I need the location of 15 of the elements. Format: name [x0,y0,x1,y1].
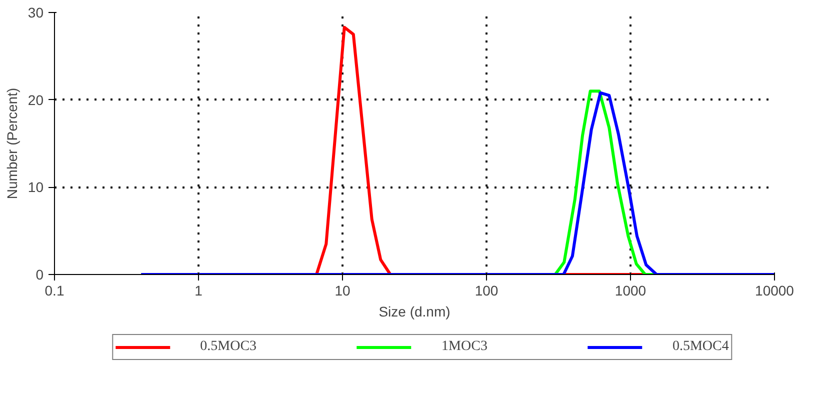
x-axis-title: Size (d.nm) [378,304,450,320]
legend-label: 1MOC3 [442,339,488,355]
legend-label: 0.5MOC4 [672,339,729,355]
x-tick-label: 1000 [614,282,646,298]
legend-label: 0.5MOC3 [200,339,257,355]
y-tick-label: 10 [28,179,44,196]
x-tick-label: 1 [194,282,203,298]
x-tick-label: 10000 [755,282,794,298]
y-tick-label: 30 [28,4,44,20]
x-tick-label: 10 [334,282,350,298]
x-tick-label: 0.1 [44,282,64,298]
y-tick-label: 20 [28,92,44,108]
y-tick-label: 0 [36,266,44,282]
x-tick-label: 100 [474,282,498,298]
y-axis-title: Number (Percent) [4,88,20,200]
